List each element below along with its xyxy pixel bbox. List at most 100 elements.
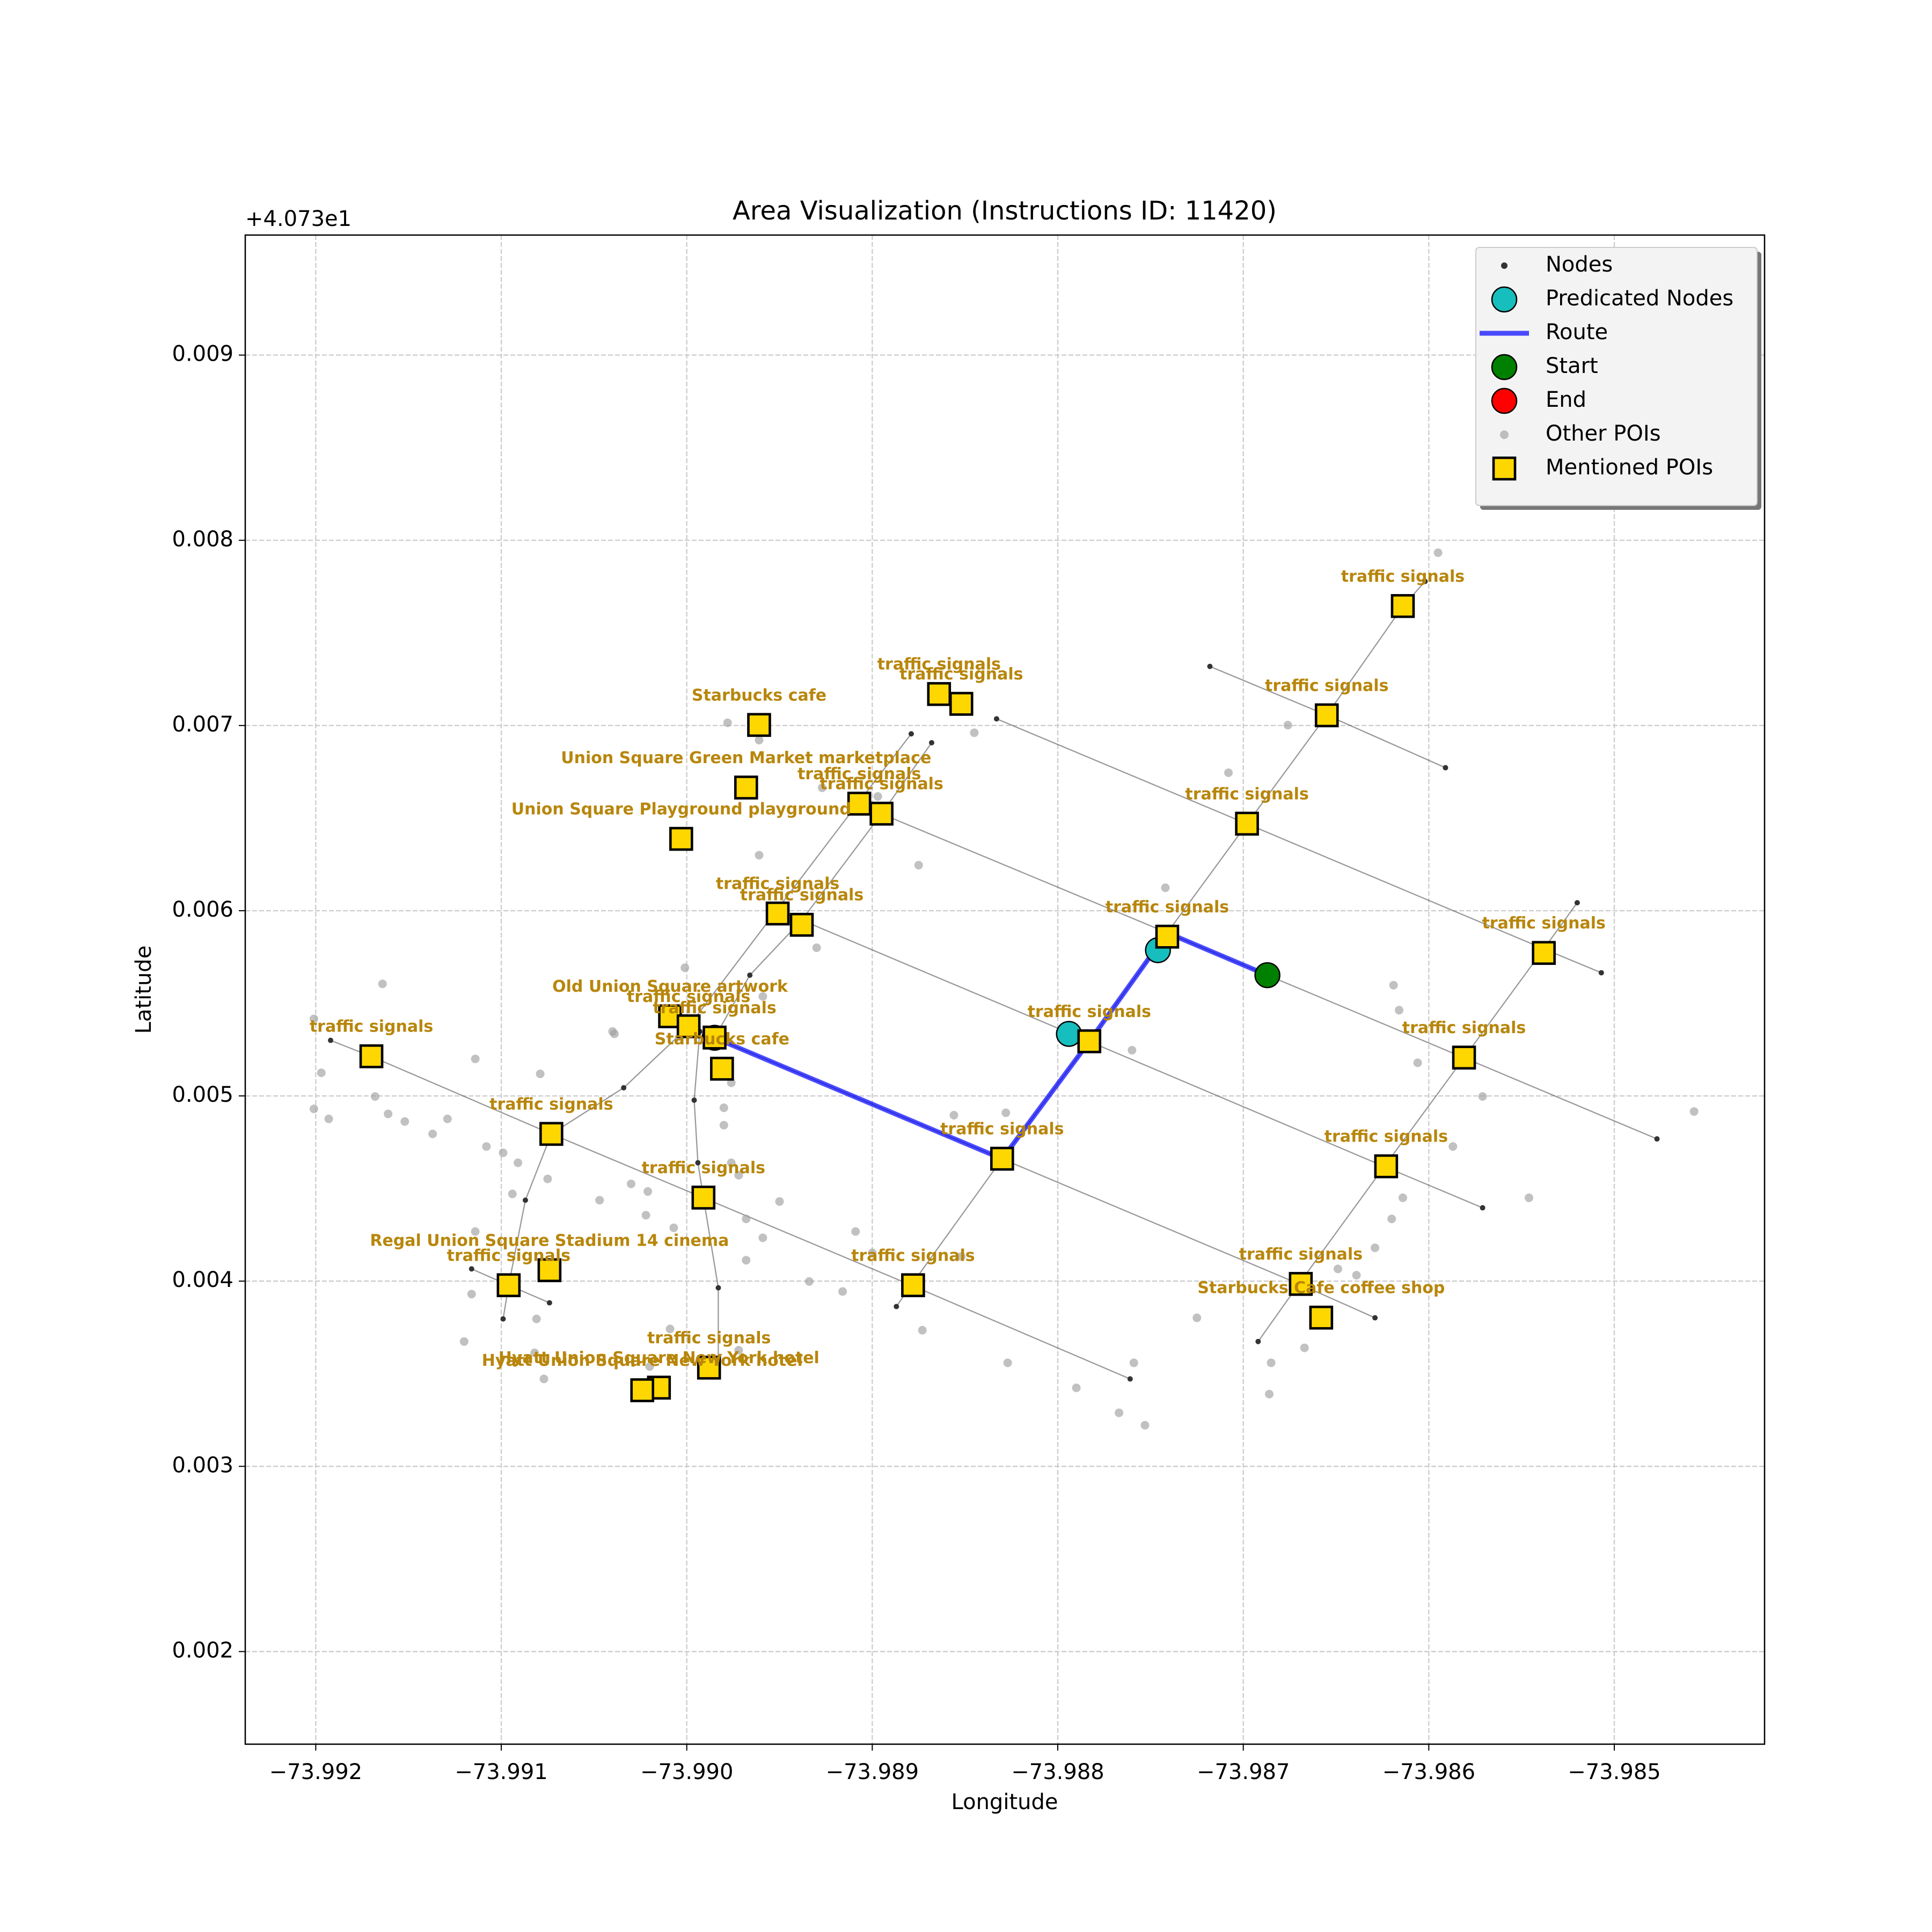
poi-marker <box>1433 548 1443 557</box>
poi-marker <box>1314 703 1339 728</box>
y-tick-label: 0.009 <box>172 342 233 367</box>
node <box>928 740 934 745</box>
node <box>1372 1315 1378 1321</box>
poi-marker <box>1387 1214 1396 1224</box>
x-tick-label: −73.986 <box>1382 1760 1475 1784</box>
poi-marker <box>747 713 771 737</box>
poi-marker <box>324 1114 333 1123</box>
poi-marker <box>918 1326 927 1335</box>
poi-marker <box>384 1109 393 1118</box>
poi-marker <box>927 682 952 706</box>
node <box>993 716 999 722</box>
poi-marker <box>914 861 923 870</box>
node <box>691 1097 697 1103</box>
legend-label: Other POIs <box>1546 421 1661 446</box>
poi-marker <box>1398 1193 1407 1202</box>
poi-marker <box>742 1256 751 1265</box>
legend-label: Nodes <box>1546 252 1613 277</box>
poi-label: traffic signals <box>1402 1019 1526 1037</box>
poi-marker <box>317 1068 326 1077</box>
poi-label: traffic signals <box>1185 785 1308 803</box>
poi-marker <box>1374 1154 1399 1179</box>
poi-marker <box>309 1014 318 1023</box>
poi-marker <box>970 728 979 737</box>
poi-label: traffic signals <box>740 886 863 905</box>
poi-marker <box>719 1103 728 1113</box>
legend-marker <box>1491 387 1518 414</box>
poi-label: traffic signals <box>1106 898 1229 917</box>
poi-marker <box>428 1129 437 1138</box>
poi-marker <box>1192 1313 1202 1322</box>
poi-marker <box>471 1227 480 1236</box>
x-axis-label: Longitude <box>952 1790 1058 1814</box>
poi-label: Starbucks Cafe coffee shop <box>1197 1279 1445 1298</box>
x-tick-label: −73.989 <box>826 1760 919 1784</box>
poi-marker <box>530 1348 539 1357</box>
poi-label: traffic signals <box>653 999 776 1018</box>
poi-marker <box>1001 1108 1011 1117</box>
poi-marker <box>610 1029 619 1038</box>
poi-marker <box>901 1273 925 1298</box>
poi-label: traffic signals <box>1482 914 1605 933</box>
poi-marker <box>847 792 872 816</box>
node <box>328 1037 334 1043</box>
poi-marker <box>536 1070 545 1079</box>
poi-label: traffic signals <box>716 875 839 894</box>
poi-label: Hyatt Union Square New York hotel <box>499 1349 819 1367</box>
x-tick-label: −73.992 <box>269 1760 362 1784</box>
poi-label: traffic signals <box>647 1329 771 1348</box>
x-tick-label: −73.988 <box>1011 1760 1104 1784</box>
poi-marker <box>309 1104 318 1114</box>
poi-marker <box>851 1227 860 1236</box>
node <box>747 972 753 978</box>
y-tick-label: 0.004 <box>172 1268 233 1292</box>
poi-marker <box>532 1314 541 1323</box>
poi-marker <box>499 1148 508 1158</box>
poi-marker <box>765 901 790 926</box>
poi-marker <box>1352 1271 1361 1280</box>
poi-marker <box>710 1057 734 1081</box>
poi-marker <box>1478 1092 1487 1101</box>
y-tick-label: 0.007 <box>172 712 233 737</box>
poi-marker <box>1072 1383 1081 1392</box>
node <box>1443 765 1448 771</box>
node <box>500 1316 506 1322</box>
poi-marker <box>775 1197 784 1206</box>
poi-marker <box>957 1252 966 1261</box>
poi-marker <box>1115 1408 1124 1417</box>
poi-marker <box>1077 1029 1102 1053</box>
legend-marker <box>1501 262 1507 269</box>
poi-marker <box>1003 1358 1012 1367</box>
street-edge <box>996 718 1602 974</box>
poi-marker <box>680 963 690 972</box>
poi-label: traffic signals <box>940 1120 1064 1139</box>
street-edge <box>693 1031 719 1368</box>
poi-label: traffic signals <box>1265 676 1388 695</box>
poi-label: Hyatt Union Square New York hotel <box>482 1351 803 1370</box>
poi-marker <box>459 1337 469 1346</box>
poi-marker <box>1140 1421 1150 1430</box>
y-offset-text: +4.073e1 <box>245 207 352 231</box>
poi-marker <box>755 851 764 860</box>
poi-marker <box>370 1092 379 1101</box>
node <box>908 731 914 737</box>
poi-marker <box>1129 1358 1138 1367</box>
poi-marker <box>1525 1193 1534 1202</box>
poi-marker <box>755 736 764 745</box>
poi-label: traffic signals <box>447 1246 570 1265</box>
poi-marker <box>467 1290 476 1299</box>
node <box>469 1266 474 1272</box>
poi-marker <box>1333 1264 1342 1274</box>
poi-marker <box>1452 1045 1476 1070</box>
poi-label: traffic signals <box>489 1095 613 1114</box>
poi-label: traffic signals <box>1239 1245 1363 1264</box>
poi-label: Union Square Playground playground <box>511 800 851 819</box>
poi-marker <box>758 1233 767 1242</box>
node <box>1422 579 1428 584</box>
poi-marker <box>1391 594 1415 618</box>
node <box>522 1197 528 1203</box>
poi-marker <box>697 1356 721 1380</box>
poi-marker <box>443 1114 452 1123</box>
poi-marker <box>1224 768 1233 777</box>
